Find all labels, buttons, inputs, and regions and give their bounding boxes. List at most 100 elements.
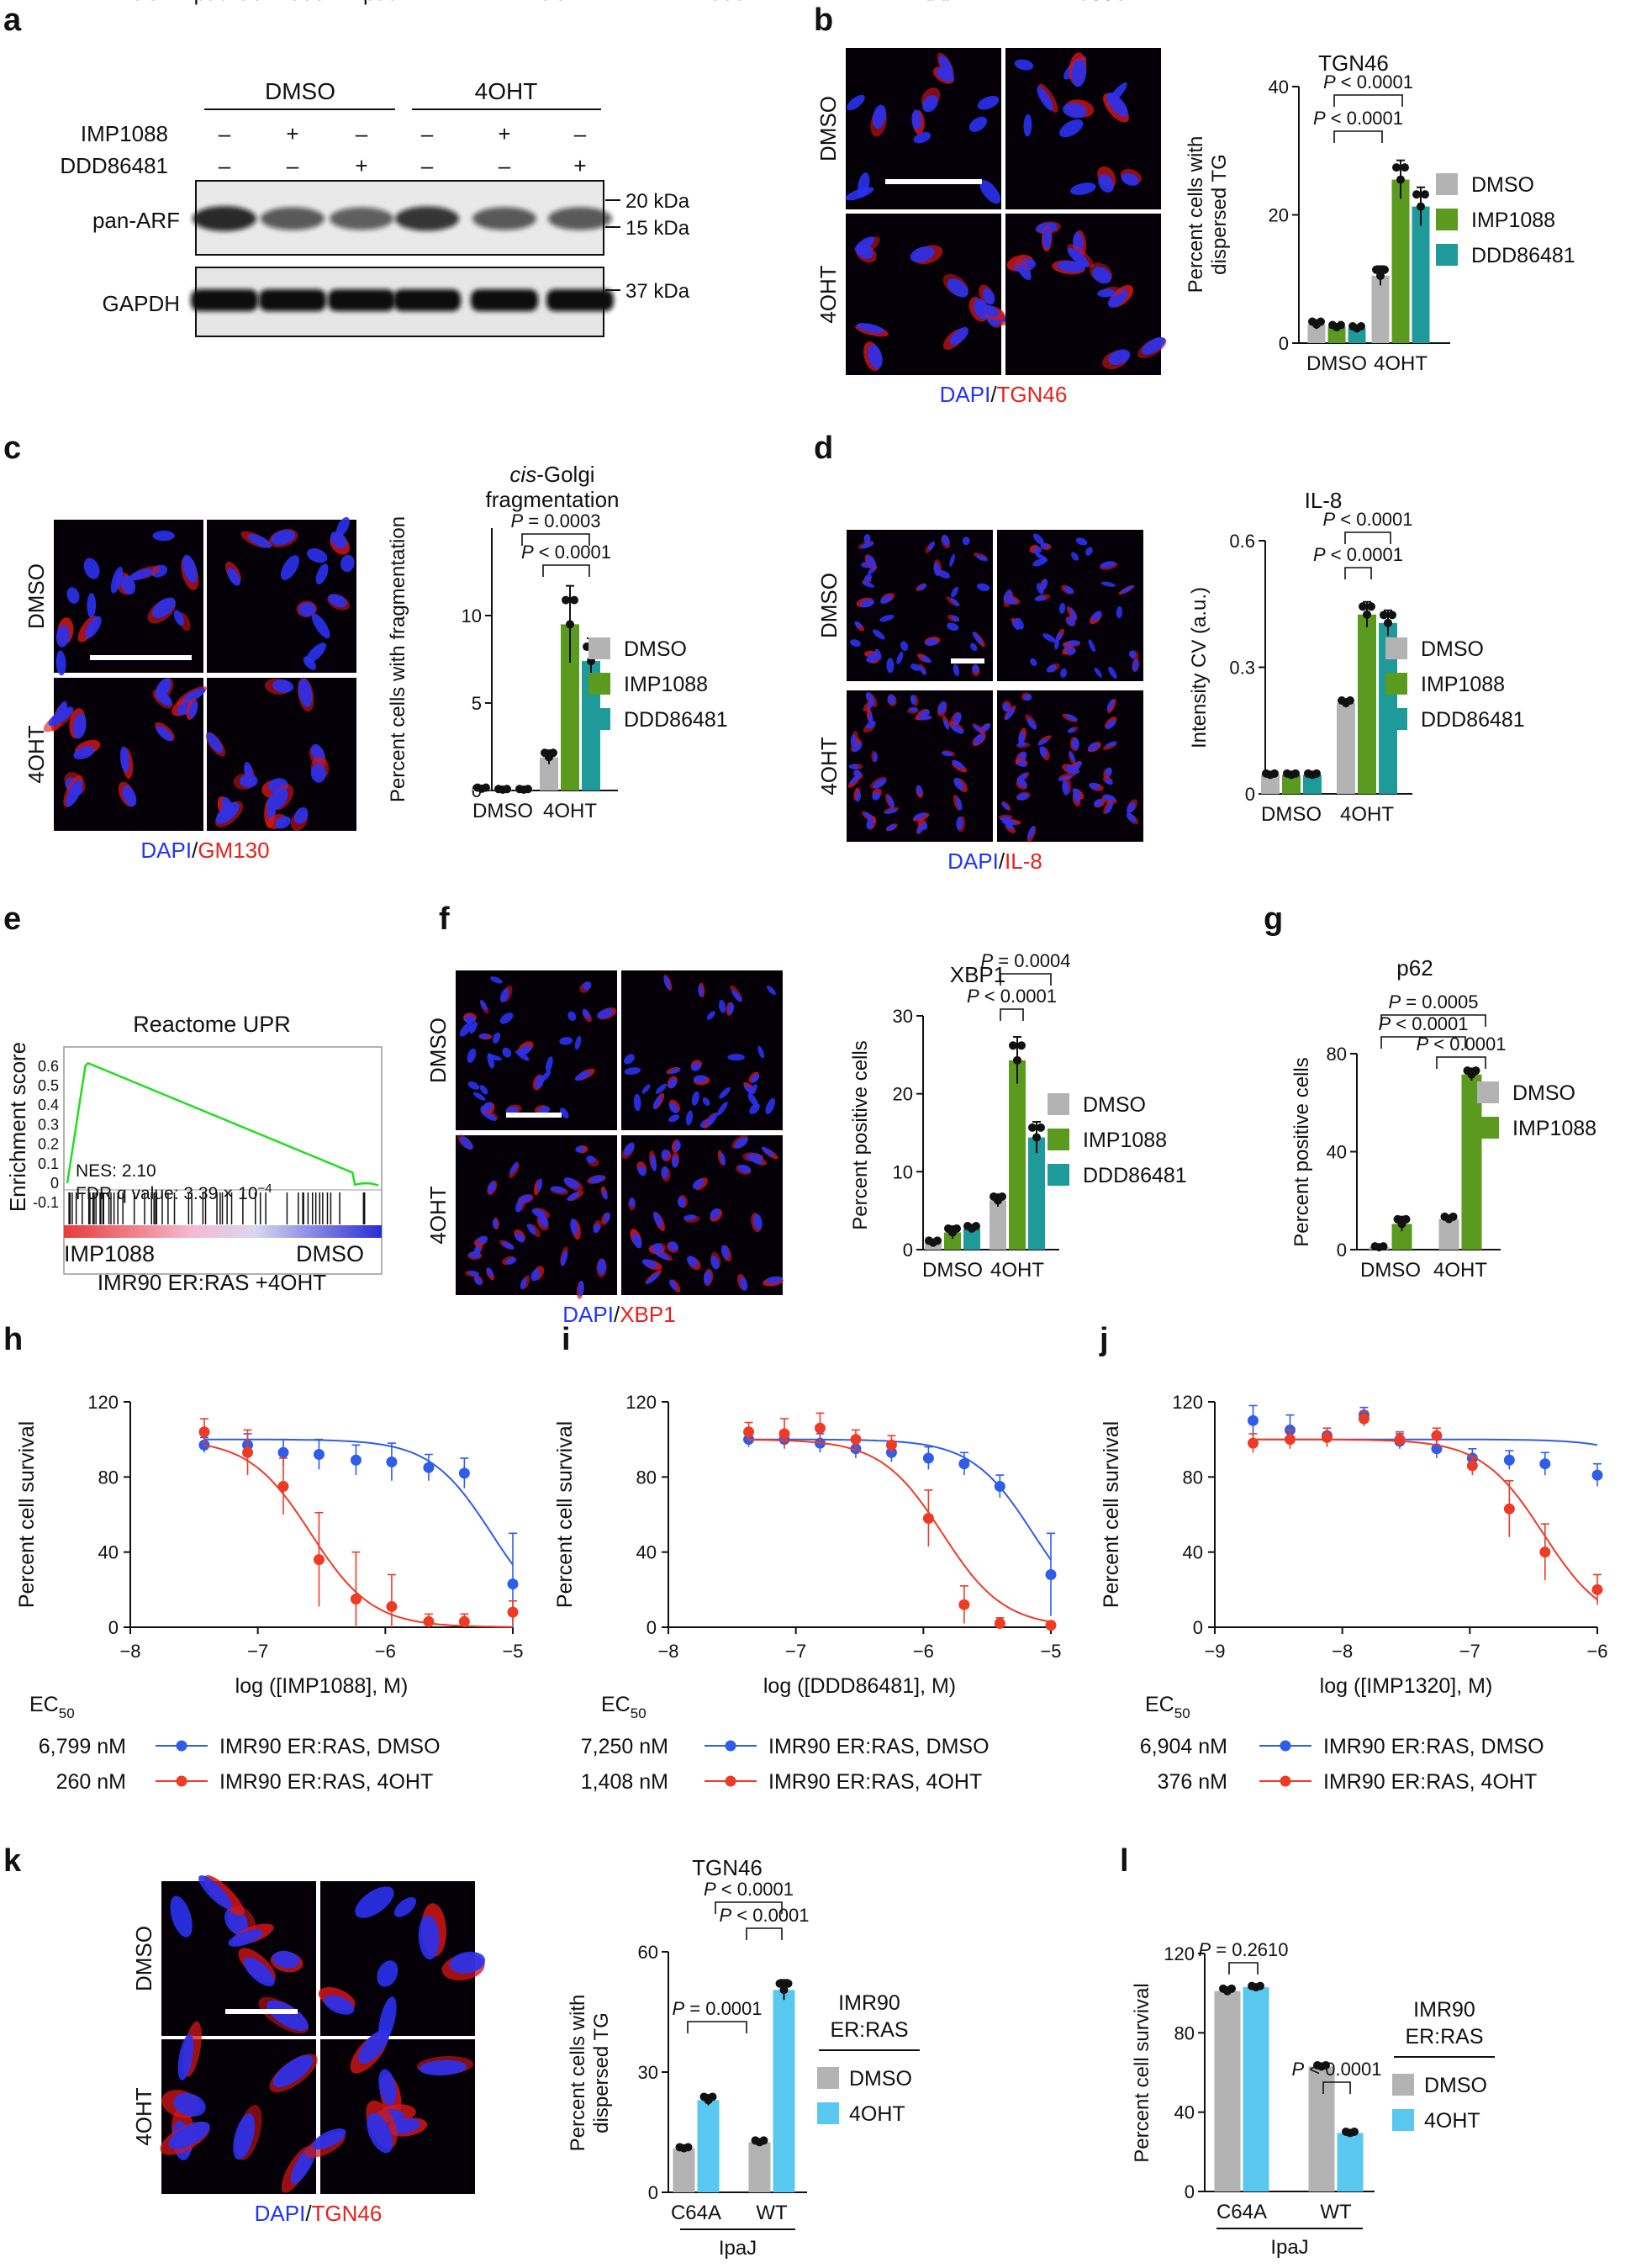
nucleus (1016, 792, 1029, 801)
microscopy-layer: DMSO IMP1088 DMSO 4OHT DAPI/TGN46 DMSO IMP1088… (24, 0, 1167, 2226)
microscopy-image (997, 690, 1143, 843)
nucleus (1126, 812, 1137, 822)
nucleus (467, 1048, 477, 1063)
stain-legend: DAPI/TGN46 (940, 382, 1068, 407)
nucleus (1094, 667, 1102, 678)
row-label: 4OHT (131, 2087, 156, 2145)
significance-bracket (746, 1927, 783, 1940)
nucleus (1093, 799, 1104, 806)
x-axis-label: log ([IMP1088], M) (235, 1674, 409, 1698)
legend-label: DMSO (624, 637, 687, 661)
y-tick-label: 80 (636, 1467, 657, 1488)
chart-title: p62 (1396, 955, 1433, 981)
group-label: IpaJ (719, 2237, 757, 2260)
data-point (570, 595, 578, 605)
gsea-ytick-label: -0.1 (33, 1194, 59, 1211)
nucleus (1106, 699, 1114, 711)
nucleus (624, 1067, 641, 1076)
lane-sign: – (287, 153, 299, 178)
legend-swatch (1436, 173, 1458, 195)
nucleus (1100, 581, 1116, 587)
data-point (814, 1422, 826, 1434)
y-axis-label: dispersed TG (1208, 154, 1231, 275)
data-point (1367, 602, 1375, 611)
y-tick-label: 10 (462, 605, 482, 626)
data-point (1471, 1066, 1480, 1076)
data-point (1317, 317, 1325, 326)
column-label: IMP1088 (1026, 0, 1114, 5)
legend-label: DMSO (1471, 173, 1534, 197)
y-tick-label: 0 (1279, 333, 1289, 354)
nucleus (953, 663, 960, 677)
nucleus (886, 824, 897, 832)
legend-label: IMP1088 (1421, 673, 1505, 696)
nucleus (761, 1146, 775, 1157)
lane-sign: – (499, 153, 511, 178)
legend-label: 4OHT (849, 2102, 905, 2126)
nucleus (887, 795, 895, 808)
y-tick-label: 0 (108, 1617, 119, 1638)
data-point (1376, 271, 1385, 280)
nucleus (293, 806, 309, 824)
microscopy-image (205, 677, 356, 832)
data-point (507, 1578, 519, 1590)
nucleus (947, 622, 959, 631)
nucleus (1059, 119, 1084, 138)
bar (1308, 2066, 1335, 2191)
nucleus (650, 1155, 657, 1171)
chart-title-line2: fragmentation (486, 487, 620, 512)
nucleus (950, 597, 960, 606)
nucleus (866, 700, 874, 711)
nucleus (1037, 738, 1049, 746)
y-tick-label: 40 (1174, 2102, 1195, 2123)
nucleus (328, 594, 347, 608)
microscopy-image (621, 1134, 784, 1295)
nucleus (913, 132, 931, 144)
nucleus (536, 1178, 543, 1192)
y-tick-label: 0 (1337, 1240, 1347, 1261)
data-point (759, 2136, 768, 2145)
nucleus (913, 812, 927, 820)
nucleus (637, 1166, 646, 1176)
significance-bracket (1344, 531, 1391, 544)
bar (1371, 275, 1390, 343)
row-label: 4OHT (425, 1186, 451, 1244)
nucleus (538, 1106, 551, 1114)
nucleus (936, 67, 954, 82)
legend-label: IMR90 ER:RAS, 4OHT (1323, 1770, 1537, 1794)
data-point (1045, 1568, 1057, 1580)
nucleus (1063, 103, 1087, 119)
nucleus (950, 724, 964, 734)
x-tick-label: −7 (1459, 1641, 1480, 1662)
band-pan-arf (193, 206, 256, 231)
microscopy-panel-f: DMSO IMP1088 DMSO 4OHT DAPI/XBP1 (425, 0, 784, 1327)
image-background (456, 970, 617, 1130)
nucleus (357, 2029, 389, 2064)
fit-curve (748, 1439, 1052, 1623)
blot-label-pan-arf: pan-ARF (92, 208, 180, 233)
nucleus (956, 817, 963, 830)
nucleus (706, 1011, 715, 1020)
y-tick-label: 80 (1183, 1467, 1203, 1488)
nucleus (847, 94, 865, 111)
nucleus (275, 816, 291, 829)
nucleus (1116, 605, 1122, 619)
band-gapdh (259, 289, 326, 311)
nucleus (727, 1002, 735, 1014)
y-axis-label: Percent cells with (567, 1995, 589, 2152)
nucleus (868, 344, 883, 369)
data-point (1380, 265, 1389, 274)
band-pan-arf (548, 207, 612, 230)
nucleus (685, 1110, 694, 1126)
microscopy-image (847, 690, 993, 842)
bar (1358, 614, 1376, 794)
nucleus (911, 109, 922, 130)
nucleus (418, 1915, 440, 1960)
legend-swatch (817, 2102, 839, 2124)
y-tick-label: 30 (638, 2062, 658, 2083)
nucleus (501, 1241, 515, 1250)
row-label-ddd86481: DDD86481 (60, 153, 168, 178)
y-tick-label: 30 (893, 1006, 913, 1027)
microscopy-image (997, 530, 1143, 681)
nucleus (1105, 778, 1113, 785)
